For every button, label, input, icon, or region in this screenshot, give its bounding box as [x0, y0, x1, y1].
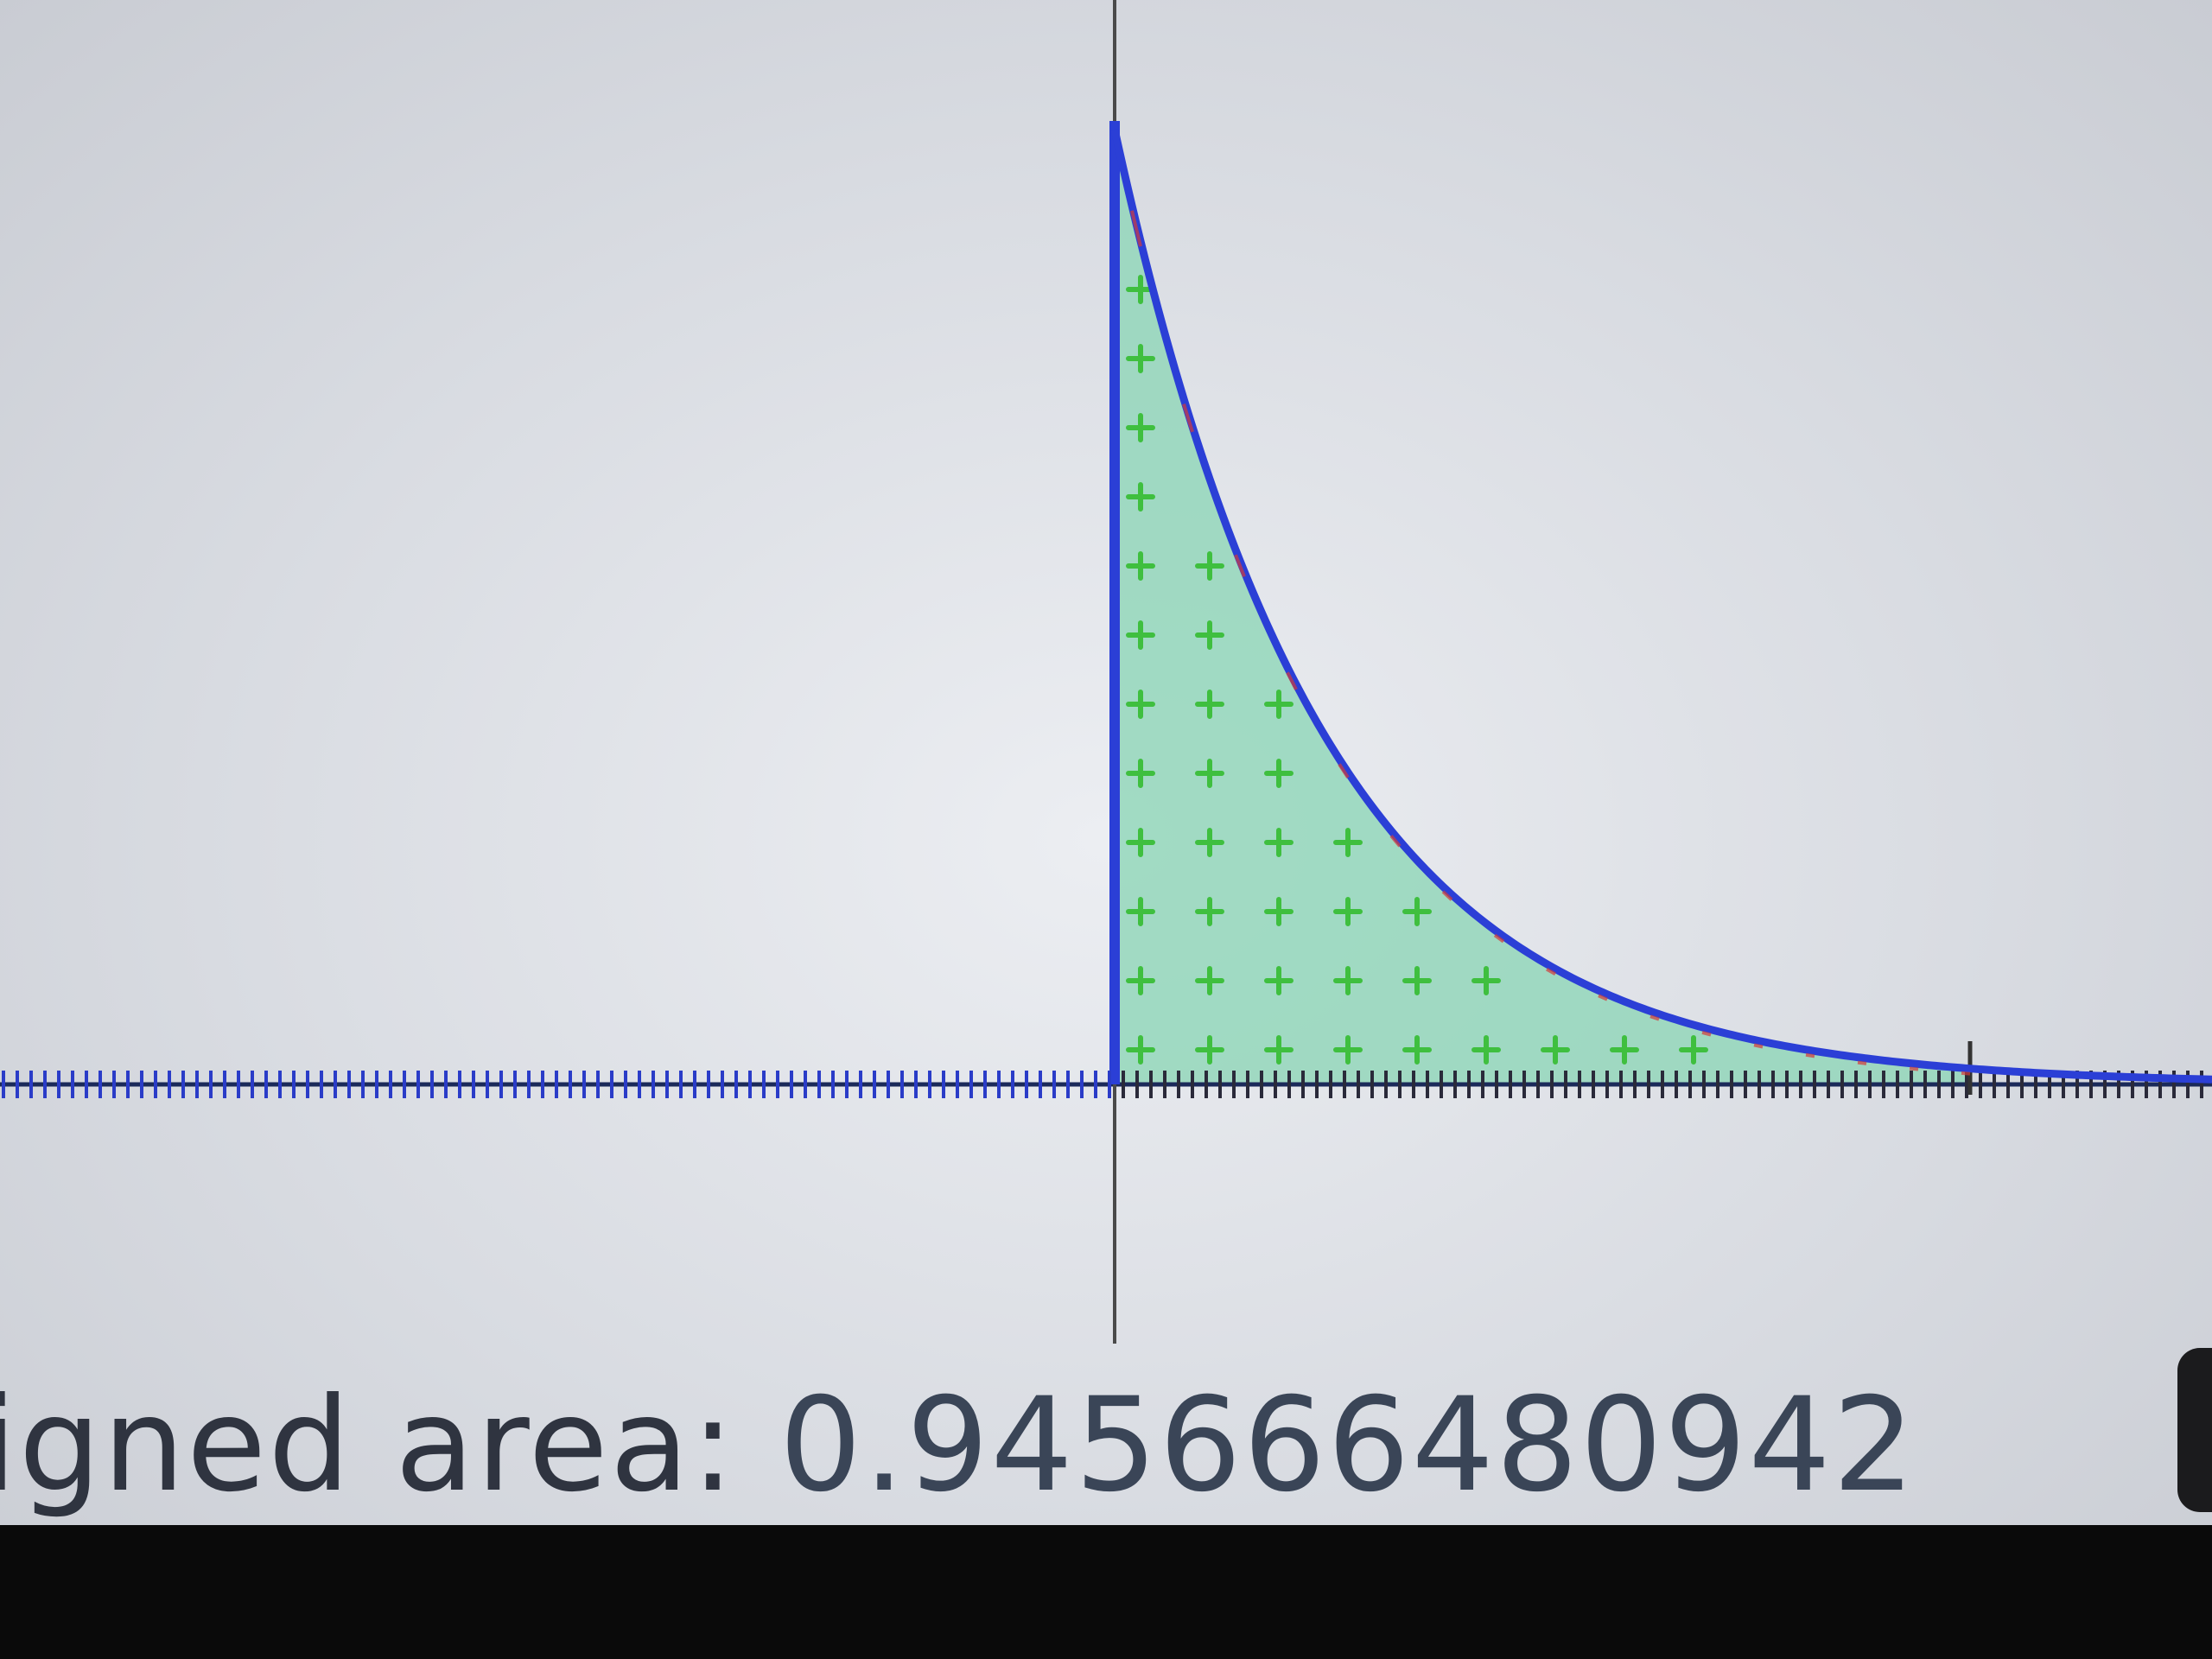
- fill-marker: [1610, 1035, 1639, 1065]
- fill-marker: [1402, 897, 1432, 926]
- fill-marker: [1195, 966, 1224, 995]
- fill-marker: [1195, 897, 1224, 926]
- device-bezel: [0, 1525, 2212, 1659]
- plot-area[interactable]: [0, 0, 2212, 1348]
- fill-marker: [1126, 551, 1155, 581]
- fill-markers: [1126, 275, 1708, 1065]
- side-handle[interactable]: [2177, 1348, 2212, 1512]
- fill-marker: [1195, 759, 1224, 788]
- fill-marker: [1126, 275, 1155, 304]
- graph-screen: igned area: 0.945666480942: [0, 0, 2212, 1525]
- fill-marker: [1264, 690, 1294, 719]
- axes: [0, 0, 2212, 1344]
- fill-marker: [1471, 1035, 1501, 1065]
- fill-marker: [1126, 966, 1155, 995]
- curve-line: [1110, 129, 2212, 1084]
- fill-marker: [1126, 759, 1155, 788]
- fill-marker: [1126, 828, 1155, 857]
- status-bar: igned area: 0.945666480942: [0, 1348, 2212, 1525]
- fill-marker: [1126, 897, 1155, 926]
- fill-marker: [1126, 482, 1155, 512]
- fill-marker: [1264, 966, 1294, 995]
- fill-marker: [1333, 897, 1363, 926]
- signed-area-label: igned area:: [0, 1370, 737, 1521]
- fill-marker: [1195, 690, 1224, 719]
- fill-marker: [1402, 1035, 1432, 1065]
- fill-marker: [1195, 828, 1224, 857]
- fill-marker: [1541, 1035, 1570, 1065]
- fill-marker: [1195, 620, 1224, 650]
- fill-marker: [1126, 413, 1155, 442]
- fill-marker: [1333, 828, 1363, 857]
- fill-marker: [1126, 344, 1155, 373]
- fill-marker: [1264, 828, 1294, 857]
- fill-marker: [1679, 1035, 1708, 1065]
- shaded-area: [1115, 130, 1970, 1084]
- curve-edge-marks: [1130, 210, 1971, 1076]
- fill-marker: [1333, 1035, 1363, 1065]
- fill-marker: [1264, 759, 1294, 788]
- signed-area-value: 0.945666480942: [779, 1370, 1917, 1521]
- fill-marker: [1195, 1035, 1224, 1065]
- fill-marker: [1264, 1035, 1294, 1065]
- fill-marker: [1195, 551, 1224, 581]
- shaded-region: [1115, 130, 1970, 1084]
- fill-marker: [1402, 966, 1432, 995]
- fill-marker: [1126, 620, 1155, 650]
- fill-marker: [1126, 690, 1155, 719]
- fill-marker: [1333, 966, 1363, 995]
- fill-marker: [1471, 966, 1501, 995]
- fill-marker: [1126, 1035, 1155, 1065]
- fill-marker: [1264, 897, 1294, 926]
- signed-area-readout: igned area: 0.945666480942: [0, 1381, 1916, 1510]
- function-curve: [1110, 129, 2212, 1084]
